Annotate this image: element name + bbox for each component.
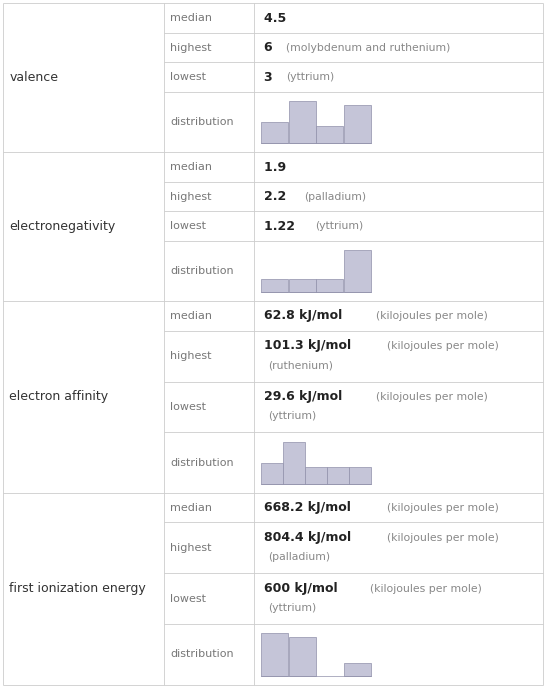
Text: median: median	[170, 13, 212, 23]
Bar	[261, 122, 288, 143]
Text: highest: highest	[170, 43, 212, 53]
Text: (yttrium): (yttrium)	[286, 72, 334, 82]
Text: (molybdenum and ruthenium): (molybdenum and ruthenium)	[286, 43, 450, 53]
Bar	[327, 467, 349, 484]
Text: 2.2: 2.2	[264, 190, 295, 203]
Text: electron affinity: electron affinity	[9, 391, 109, 403]
Text: (kilojoules per mole): (kilojoules per mole)	[387, 502, 499, 513]
Text: 1.22: 1.22	[264, 219, 304, 233]
Text: (palladium): (palladium)	[268, 552, 330, 562]
Text: 6: 6	[264, 41, 281, 54]
Text: 1.9: 1.9	[264, 160, 295, 173]
Bar	[289, 279, 316, 292]
Text: 29.6 kJ/mol: 29.6 kJ/mol	[264, 390, 351, 403]
Bar	[289, 101, 316, 143]
Text: electronegativity: electronegativity	[9, 220, 116, 233]
Text: lowest: lowest	[170, 72, 206, 82]
Bar	[349, 467, 371, 484]
Text: distribution: distribution	[170, 458, 234, 468]
Text: median: median	[170, 502, 212, 513]
Text: highest: highest	[170, 191, 212, 202]
Text: lowest: lowest	[170, 594, 206, 604]
Bar	[289, 638, 316, 676]
Text: (ruthenium): (ruthenium)	[268, 361, 333, 370]
Text: (kilojoules per mole): (kilojoules per mole)	[376, 392, 488, 402]
Text: (yttrium): (yttrium)	[315, 221, 363, 231]
Text: lowest: lowest	[170, 221, 206, 231]
Text: (kilojoules per mole): (kilojoules per mole)	[370, 583, 482, 594]
Text: (yttrium): (yttrium)	[268, 411, 316, 421]
Text: (kilojoules per mole): (kilojoules per mole)	[376, 311, 488, 321]
Bar	[283, 442, 305, 484]
Bar	[261, 279, 288, 292]
Bar	[261, 633, 288, 676]
Text: median: median	[170, 162, 212, 172]
Text: (palladium): (palladium)	[304, 191, 366, 202]
Text: distribution: distribution	[170, 649, 234, 659]
Text: 3: 3	[264, 71, 281, 84]
Text: 4.5: 4.5	[264, 12, 295, 25]
Text: lowest: lowest	[170, 402, 206, 412]
Bar	[316, 279, 343, 292]
Text: median: median	[170, 311, 212, 321]
Text: 101.3 kJ/mol: 101.3 kJ/mol	[264, 339, 360, 352]
Text: valence: valence	[9, 72, 58, 85]
Bar	[261, 462, 283, 484]
Bar	[316, 127, 343, 143]
Text: 62.8 kJ/mol: 62.8 kJ/mol	[264, 310, 351, 323]
Text: (kilojoules per mole): (kilojoules per mole)	[388, 341, 499, 351]
Text: 600 kJ/mol: 600 kJ/mol	[264, 582, 346, 595]
Text: 804.4 kJ/mol: 804.4 kJ/mol	[264, 531, 360, 544]
Bar	[305, 467, 327, 484]
Text: highest: highest	[170, 351, 212, 361]
Bar	[343, 250, 371, 292]
Text: distribution: distribution	[170, 266, 234, 276]
Text: highest: highest	[170, 543, 212, 552]
Text: first ionization energy: first ionization energy	[9, 582, 146, 595]
Bar	[343, 105, 371, 143]
Bar	[343, 663, 371, 676]
Text: 668.2 kJ/mol: 668.2 kJ/mol	[264, 501, 359, 514]
Text: distribution: distribution	[170, 117, 234, 127]
Text: (kilojoules per mole): (kilojoules per mole)	[388, 533, 499, 543]
Text: (yttrium): (yttrium)	[268, 603, 316, 613]
